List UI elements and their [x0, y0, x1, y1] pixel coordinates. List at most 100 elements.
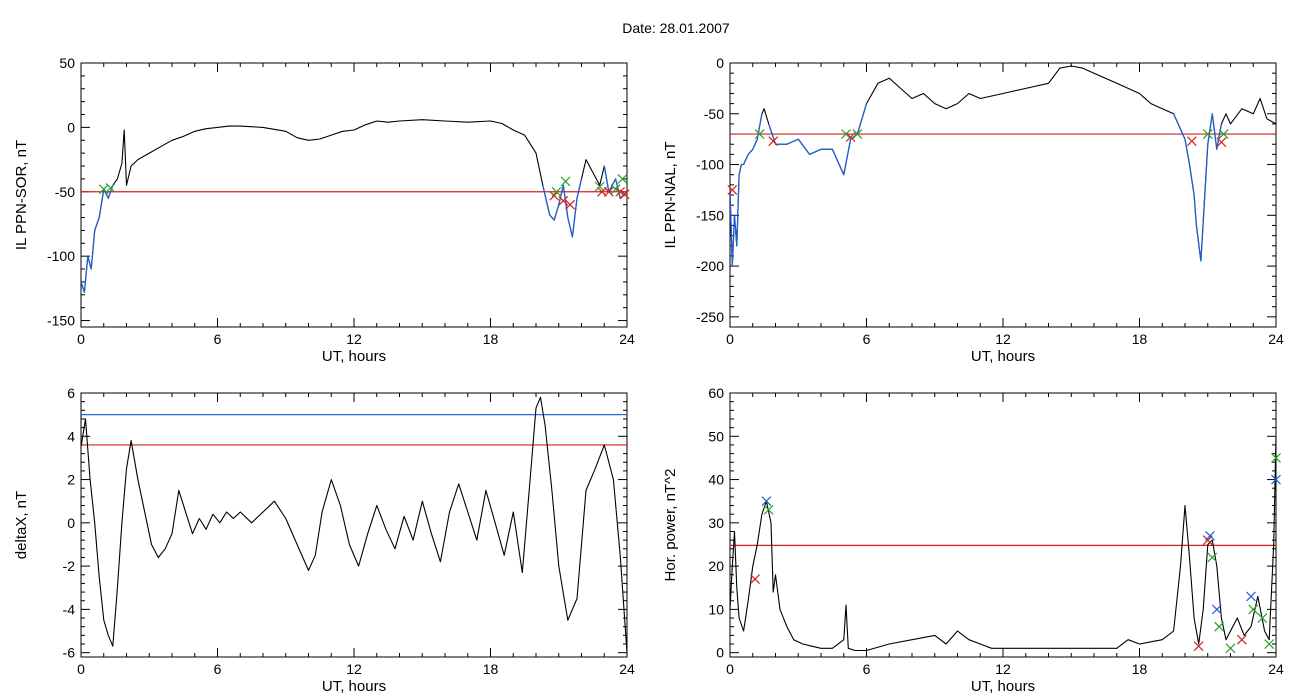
marker-green — [594, 181, 605, 192]
marker-red — [619, 189, 630, 200]
x-tick-label: 18 — [483, 331, 499, 347]
selected-interval-line — [542, 185, 564, 221]
series-line — [81, 396, 627, 653]
x-tick-label: 0 — [726, 331, 734, 347]
marker-green — [1218, 129, 1229, 140]
y-axis-label: IL PPN-SOR, nT — [13, 140, 30, 250]
marker-green — [551, 186, 562, 197]
panel-3: 0 6 12 18 24 6 4 2 0 -2 -4 -6 UT, hours deltaX, nT — [13, 385, 635, 695]
y-tick-label: -6 — [63, 645, 76, 661]
plot-data — [730, 65, 1276, 267]
y-tick-label: 0 — [716, 55, 724, 71]
panel-4: 0 6 12 18 24 60 50 40 30 20 10 0 UT, hours Hor. power… — [662, 385, 1284, 695]
marker-blue — [1271, 474, 1281, 485]
figure-title: Date: 28.01.2007 — [622, 20, 730, 36]
x-tick-label: 0 — [77, 661, 85, 677]
marker-blue — [1205, 530, 1215, 541]
y-tick-label: 2 — [67, 472, 75, 488]
marker-green — [1225, 643, 1236, 654]
selected-interval-line — [562, 178, 583, 238]
marker-green — [1214, 621, 1225, 632]
y-tick-label: 0 — [67, 515, 75, 531]
selected-interval-line — [1173, 113, 1213, 262]
x-axis-label: UT, hours — [971, 348, 1035, 365]
series-line — [81, 119, 627, 293]
y-tick-label: 0 — [716, 645, 724, 661]
y-tick-label: 0 — [67, 119, 75, 135]
marker-green — [1271, 452, 1281, 463]
x-tick-label: 12 — [995, 661, 1011, 677]
marker-red — [750, 574, 760, 585]
marker-red — [615, 186, 626, 197]
x-tick-label: 0 — [726, 661, 734, 677]
y-tick-label: 6 — [67, 385, 75, 401]
x-tick-label: 18 — [483, 661, 499, 677]
panels-group: 0 6 12 18 24 50 0 -50 -100 -150 UT, hours IL PPN-SO… — [13, 55, 1284, 695]
y-tick-label: -100 — [696, 157, 724, 173]
y-tick-label: 50 — [708, 428, 724, 444]
marker-green — [1257, 613, 1268, 623]
marker-red — [845, 132, 856, 143]
y-tick-label: -50 — [704, 106, 724, 122]
marker-green — [1264, 639, 1275, 649]
y-axis-label: deltaX, nT — [13, 491, 30, 559]
x-tick-label: 6 — [214, 331, 222, 347]
marker-red — [1216, 137, 1227, 148]
y-tick-label: 10 — [708, 601, 724, 617]
selected-interval-line — [103, 185, 114, 199]
marker-blue — [761, 496, 772, 507]
x-tick-label: 24 — [619, 661, 635, 677]
x-axis-label: UT, hours — [322, 348, 386, 365]
y-tick-label: -150 — [47, 313, 75, 329]
x-tick-label: 12 — [346, 661, 362, 677]
y-tick-label: -100 — [47, 248, 75, 264]
panel-1: 0 6 12 18 24 50 0 -50 -100 -150 UT, hours IL PPN-SO… — [13, 55, 635, 365]
x-tick-label: 24 — [1268, 331, 1284, 347]
y-tick-label: -50 — [55, 184, 75, 200]
x-tick-label: 18 — [1132, 661, 1148, 677]
y-tick-label: -4 — [63, 601, 76, 617]
y-tick-label: 50 — [59, 55, 75, 71]
marker-green — [754, 129, 765, 140]
marker-green — [1248, 604, 1259, 615]
marker-red — [558, 195, 569, 206]
plot-frame — [80, 392, 628, 658]
marker-blue — [1211, 604, 1222, 615]
y-tick-label: 40 — [708, 472, 724, 488]
x-tick-label: 12 — [346, 331, 362, 347]
x-tick-label: 24 — [1268, 661, 1284, 677]
marker-green — [105, 182, 116, 193]
marker-green — [841, 129, 851, 140]
x-tick-label: 12 — [995, 331, 1011, 347]
y-tick-label: -250 — [696, 309, 724, 325]
y-tick-label: -150 — [696, 207, 724, 223]
x-tick-label: 24 — [619, 331, 635, 347]
panel-2: 0 6 12 18 24 0 -50 -100 -150 -200 -250 UT, hours IL … — [662, 55, 1284, 365]
x-tick-label: 6 — [863, 331, 871, 347]
series-line — [730, 436, 1276, 652]
marker-red — [768, 136, 779, 147]
marker-green — [617, 173, 628, 184]
series-line — [730, 65, 1276, 267]
marker-red — [1193, 641, 1204, 652]
marker-green — [852, 129, 863, 140]
plot-data — [81, 396, 627, 653]
y-tick-label: 20 — [708, 558, 724, 574]
marker-green — [1202, 129, 1213, 140]
x-tick-label: 6 — [863, 661, 871, 677]
marker-red — [1186, 136, 1197, 147]
selected-interval-line — [1211, 113, 1223, 150]
marker-green — [763, 504, 774, 515]
y-axis-label: IL PPN-NAL, nT — [662, 142, 679, 249]
plot-data — [81, 119, 627, 293]
selected-interval-line — [81, 189, 105, 293]
marker-red — [603, 186, 614, 197]
y-tick-label: 60 — [708, 385, 724, 401]
x-axis-label: UT, hours — [971, 678, 1035, 695]
marker-green — [610, 184, 621, 195]
x-tick-label: 0 — [77, 331, 85, 347]
selected-interval-line — [730, 113, 763, 267]
marker-red — [565, 199, 576, 210]
